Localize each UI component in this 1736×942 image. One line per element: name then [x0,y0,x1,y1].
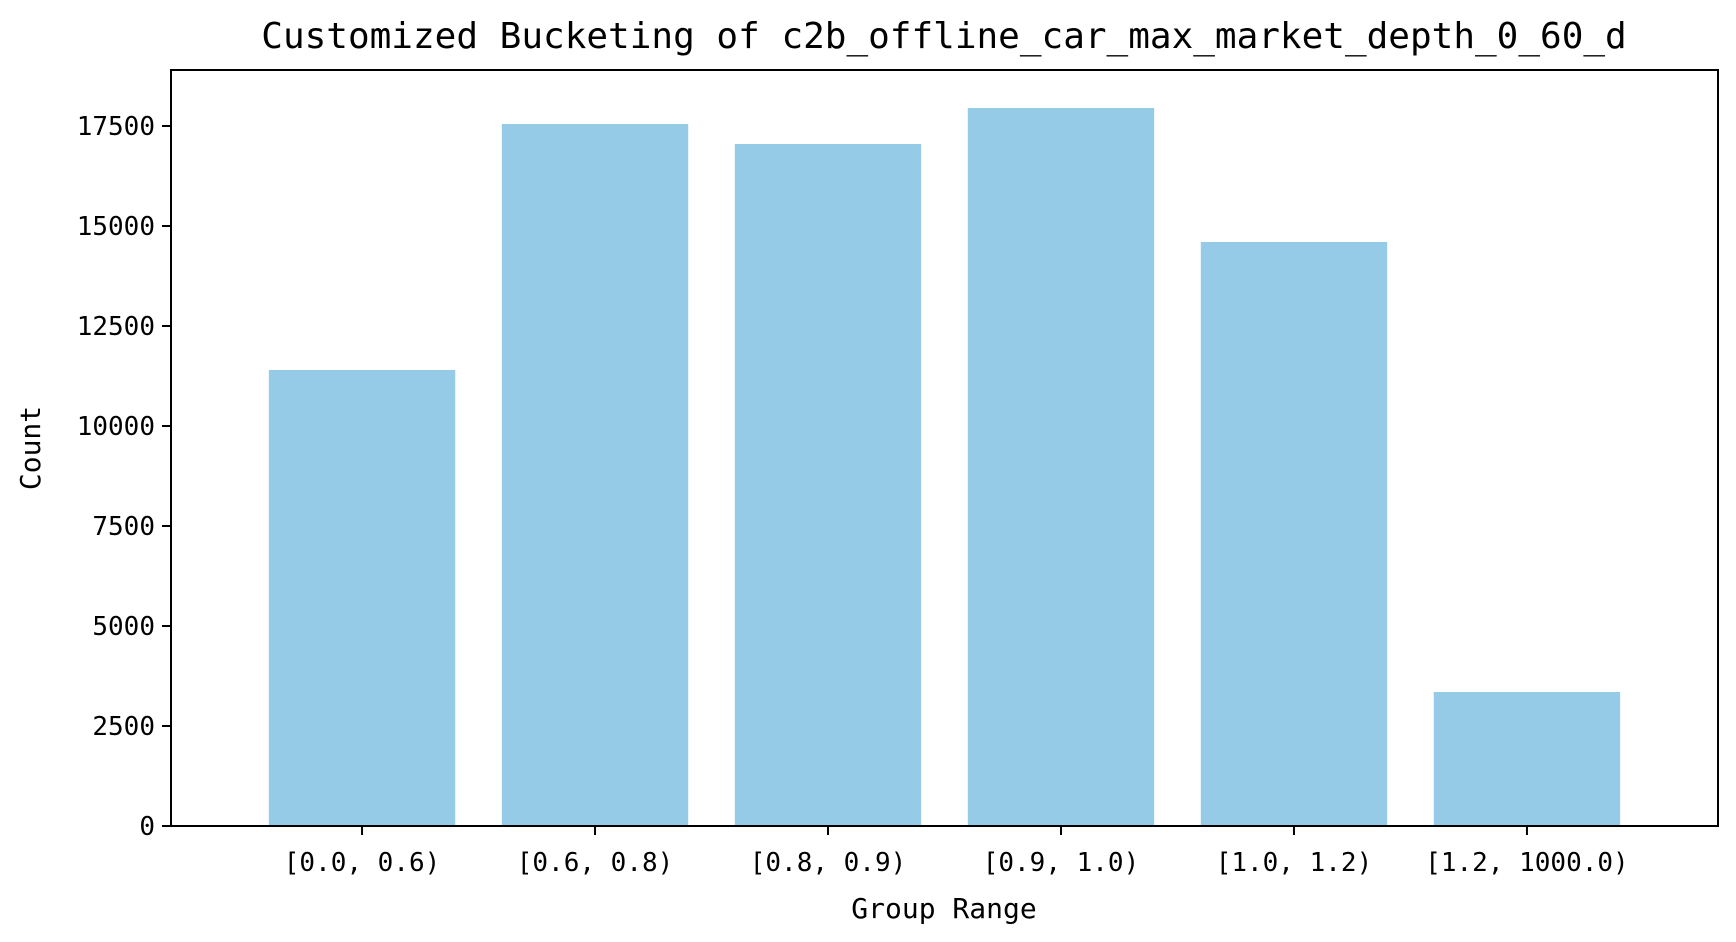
x-tick-label-1: [0.6, 0.8) [517,848,674,878]
x-axis-label: Group Range [851,892,1036,925]
bar-3 [967,108,1155,826]
bar-5 [1433,692,1621,826]
x-tick-label-3: [0.9, 1.0) [983,848,1140,878]
y-tick-label-6: 15000 [77,212,155,242]
x-axis: [0.0, 0.6) [0.6, 0.8) [0.8, 0.9) [0.9, 1.0)… [284,826,1629,878]
y-tick-label-2: 5000 [92,612,155,642]
x-tick-label-5: [1.2, 1000.0) [1425,848,1629,878]
x-tick-label-4: [1.0, 1.2) [1216,848,1373,878]
y-tick-label-5: 12500 [77,312,155,342]
y-tick-label-0: 0 [139,812,155,842]
bars-group [268,108,1621,826]
y-tick-label-1: 2500 [92,712,155,742]
x-tick-label-2: [0.8, 0.9) [750,848,907,878]
x-tick-label-0: [0.0, 0.6) [284,848,441,878]
plot-frame [170,69,1719,827]
bar-4 [1200,242,1388,826]
y-tick-label-4: 10000 [77,412,155,442]
y-axis: 0 2500 5000 7500 10000 12500 15000 17500 [77,112,171,842]
chart-title: Customized Bucketing of c2b_offline_car_… [261,16,1626,57]
bar-2 [734,144,922,826]
bar-0 [268,370,456,826]
y-tick-label-7: 17500 [77,112,155,142]
y-tick-label-3: 7500 [92,512,155,542]
y-axis-label: Count [14,406,47,490]
bar-1 [501,124,689,826]
